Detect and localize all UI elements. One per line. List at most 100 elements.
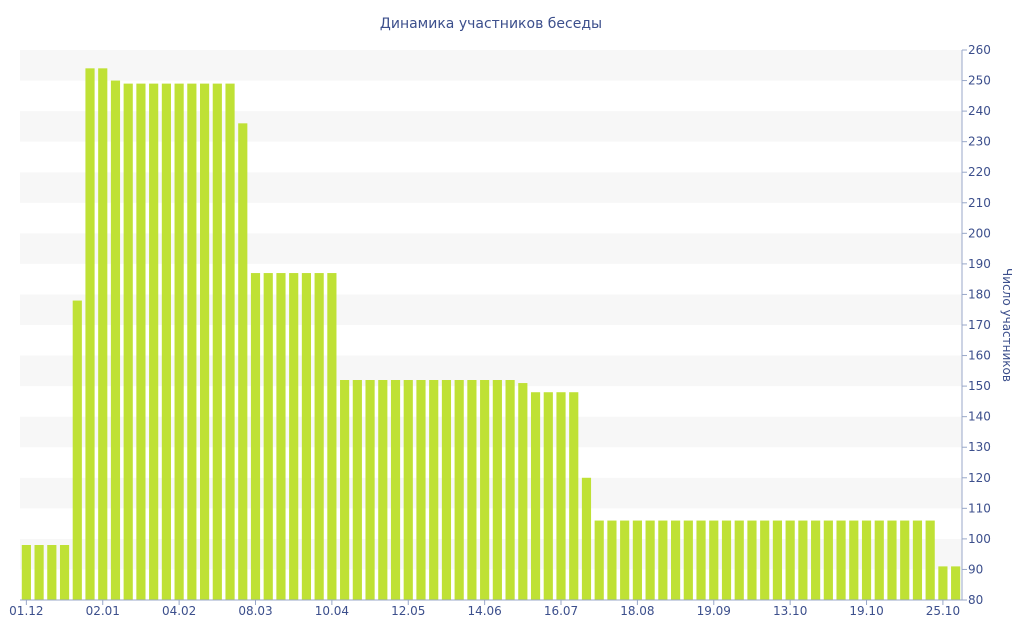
bar[interactable] [72, 300, 82, 600]
bar[interactable] [658, 520, 668, 600]
x-tick-label: 16.07 [544, 604, 578, 618]
bar[interactable] [123, 83, 133, 601]
x-tick-label: 14.06 [467, 604, 501, 618]
bar[interactable] [441, 380, 452, 600]
grid-band [20, 111, 962, 142]
bar[interactable] [85, 68, 95, 600]
bar[interactable] [887, 520, 897, 600]
grid-band [20, 355, 962, 387]
y-tick-label: 80 [968, 593, 983, 607]
bar[interactable] [47, 545, 57, 600]
bar[interactable] [581, 477, 592, 600]
bar[interactable] [900, 520, 910, 600]
chart-title: Динамика участников беседы [380, 16, 602, 32]
bar[interactable] [378, 380, 388, 600]
bar[interactable] [721, 520, 732, 600]
x-tick-label: 19.09 [697, 604, 731, 618]
bar[interactable] [683, 520, 693, 600]
bar[interactable] [174, 83, 184, 601]
bar[interactable] [238, 123, 248, 600]
bar[interactable] [556, 392, 566, 600]
x-tick-label: 04.02 [162, 604, 196, 618]
bar[interactable] [645, 520, 655, 600]
grid-band [20, 386, 962, 417]
bar[interactable] [696, 520, 706, 600]
bar[interactable] [289, 273, 299, 600]
y-tick-label: 230 [968, 135, 991, 149]
x-tick-label: 25.10 [926, 604, 960, 618]
bar[interactable] [480, 380, 490, 600]
grid-band [20, 538, 962, 570]
bar[interactable] [492, 380, 502, 600]
bar[interactable] [874, 520, 884, 600]
bar[interactable] [314, 273, 324, 600]
bar[interactable] [429, 380, 439, 600]
bar[interactable] [632, 520, 642, 600]
bar[interactable] [250, 273, 261, 600]
bar[interactable] [110, 80, 121, 600]
y-tick-label: 200 [968, 226, 991, 240]
x-tick-label: 19.10 [849, 604, 883, 618]
bar[interactable] [671, 520, 681, 600]
bar[interactable] [365, 380, 375, 600]
bar[interactable] [823, 520, 833, 600]
bar[interactable] [161, 83, 171, 601]
bar[interactable] [798, 520, 808, 600]
bar[interactable] [518, 383, 528, 600]
y-tick-label: 190 [968, 257, 991, 271]
bar[interactable] [467, 380, 477, 600]
bar[interactable] [620, 520, 630, 600]
grid-band [20, 325, 962, 356]
bar[interactable] [352, 380, 362, 600]
bar[interactable] [505, 380, 515, 600]
bar[interactable] [861, 520, 872, 600]
bar[interactable] [836, 520, 846, 600]
y-tick-label: 170 [968, 318, 991, 332]
bar[interactable] [530, 392, 541, 600]
bar[interactable] [21, 545, 31, 600]
bar[interactable] [709, 520, 719, 600]
y-tick-label: 120 [968, 471, 991, 485]
bar[interactable] [212, 83, 222, 601]
y-tick-label: 210 [968, 196, 991, 210]
y-tick-label: 130 [968, 440, 991, 454]
bar[interactable] [454, 380, 464, 600]
bar[interactable] [187, 83, 197, 601]
bar[interactable] [938, 566, 948, 600]
bar[interactable] [263, 273, 273, 600]
bar[interactable] [772, 520, 783, 600]
bar[interactable] [760, 520, 770, 600]
bar[interactable] [811, 520, 821, 600]
bar[interactable] [390, 380, 401, 600]
bar[interactable] [951, 566, 961, 600]
bar[interactable] [340, 380, 350, 600]
bar[interactable] [416, 380, 426, 600]
bar[interactable] [594, 520, 604, 600]
bar[interactable] [200, 83, 210, 601]
bar[interactable] [276, 273, 286, 600]
bar[interactable] [225, 83, 235, 601]
bar[interactable] [912, 520, 923, 600]
grid-band [20, 263, 962, 295]
bar[interactable] [136, 83, 146, 601]
bar[interactable] [849, 520, 859, 600]
bar[interactable] [403, 380, 413, 600]
bar[interactable] [925, 520, 935, 600]
bar[interactable] [34, 545, 44, 600]
y-tick-label: 240 [968, 104, 991, 118]
bar[interactable] [327, 273, 337, 600]
bar[interactable] [734, 520, 744, 600]
bar[interactable] [301, 273, 312, 600]
bar[interactable] [607, 520, 617, 600]
bar[interactable] [59, 545, 70, 600]
bar[interactable] [98, 68, 108, 600]
bar[interactable] [543, 392, 553, 600]
grid-band [20, 172, 962, 203]
bar[interactable] [149, 83, 159, 601]
grid-band [20, 233, 962, 264]
bar[interactable] [569, 392, 579, 600]
bar[interactable] [747, 520, 757, 600]
y-tick-label: 160 [968, 349, 991, 363]
bar[interactable] [785, 520, 795, 600]
